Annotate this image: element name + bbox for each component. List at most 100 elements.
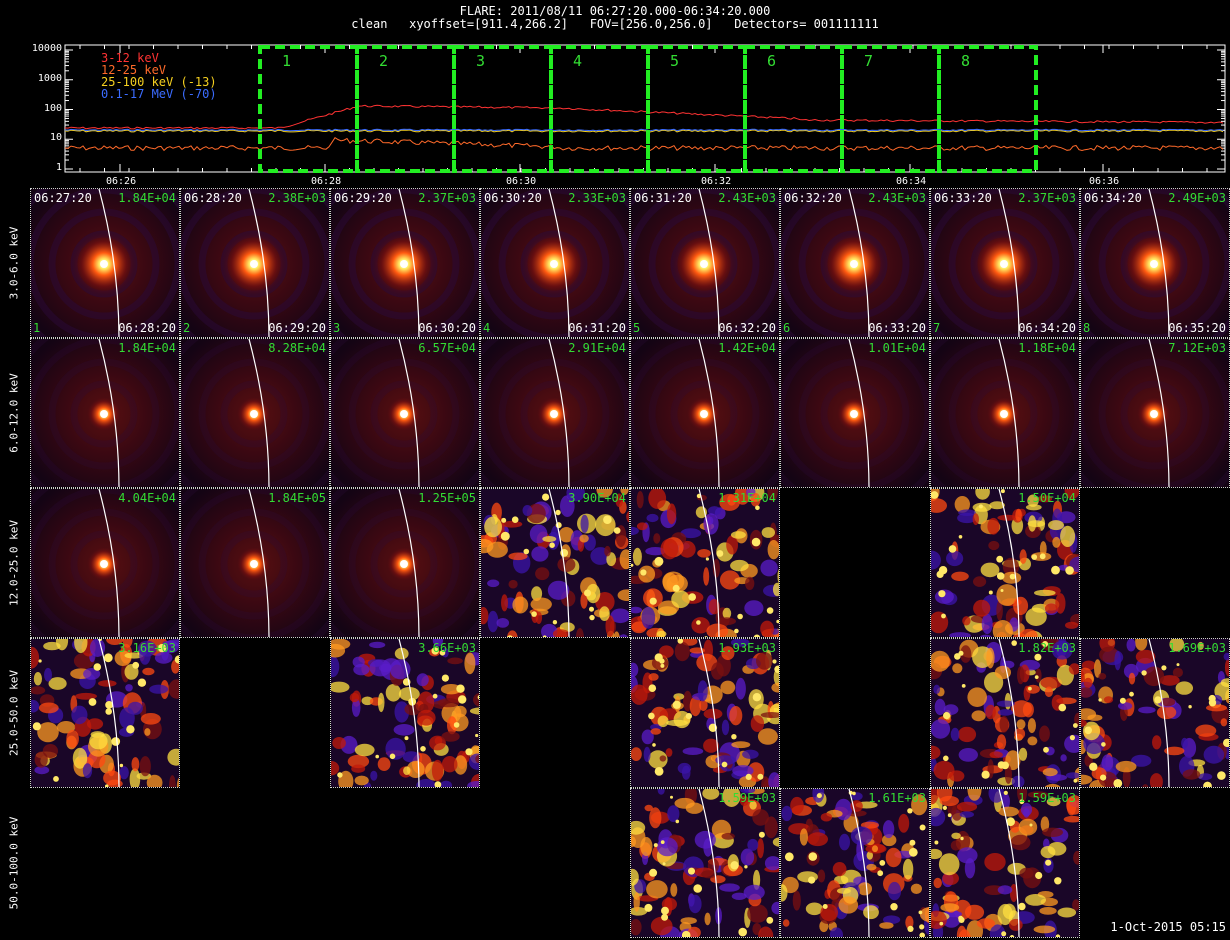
y-tick-label: 1000	[37, 72, 62, 84]
interval-index: 2	[183, 321, 191, 335]
image-panel: 4.04E+04	[30, 488, 180, 638]
interval-end-time: 06:33:20	[868, 321, 926, 335]
image-panel: 1.25E+05	[330, 488, 480, 638]
interval-start-time: 06:29:20	[334, 191, 392, 205]
interval-index: 6	[783, 321, 791, 335]
interval-label: 1	[282, 52, 292, 70]
energy-band-label: 25.0-50.0 keV	[7, 669, 21, 757]
peak-value: 1.84E+05	[268, 491, 326, 505]
peak-value: 7.12E+03	[1168, 341, 1226, 355]
image-panel: 1.59E+03	[630, 788, 780, 938]
peak-value: 6.57E+04	[418, 341, 476, 355]
image-panel: 1.93E+03	[630, 638, 780, 788]
image-panel: 1.84E+05	[180, 488, 330, 638]
interval-start-time: 06:30:20	[484, 191, 542, 205]
interval-label: 6	[767, 52, 777, 70]
plot-title: FLARE: 2011/08/11 06:27:20.000-06:34:20.…	[459, 4, 771, 18]
image-panel: 1.01E+04	[780, 338, 930, 488]
peak-value: 2.37E+03	[1018, 191, 1076, 205]
image-panel: 3.90E+04	[480, 488, 630, 638]
interval-start-time: 06:27:20	[34, 191, 92, 205]
timestamp: 1-Oct-2015 05:15	[1110, 920, 1226, 934]
peak-value: 3.16E+03	[118, 641, 176, 655]
image-panel: 1.61E+03	[780, 788, 930, 938]
peak-value: 2.43E+03	[868, 191, 926, 205]
image-panel: 1.18E+04	[930, 338, 1080, 488]
legend-entry: 12-25 keV	[101, 63, 167, 77]
interval-end-time: 06:30:20	[418, 321, 476, 335]
x-tick-label: 06:34	[896, 176, 927, 187]
peak-value: 1.93E+03	[718, 641, 776, 655]
interval-index: 7	[933, 321, 941, 335]
image-panel: 2.91E+04	[480, 338, 630, 488]
image-panel: 1.69E+03	[1080, 638, 1230, 788]
image-panel: 2.33E+03 06:30:20 06:31:20 4	[480, 188, 630, 338]
plot-subtitle: clean xyoffset=[911.4,266.2] FOV=[256.0,…	[351, 17, 879, 31]
legend-entry: 0.1-17 MeV (-70)	[101, 87, 217, 101]
x-tick-label: 06:32	[701, 176, 732, 187]
image-panel: 2.49E+03 06:34:20 06:35:20 8	[1080, 188, 1230, 338]
energy-band-label: 3.0-6.0 keV	[7, 226, 21, 300]
image-panel: 1.31E+04	[630, 488, 780, 638]
image-panel: 8.28E+04	[180, 338, 330, 488]
peak-value: 1.84E+04	[118, 341, 176, 355]
image-panel: 2.37E+03 06:29:20 06:30:20 3	[330, 188, 480, 338]
interval-label: 2	[379, 52, 389, 70]
interval-label: 7	[864, 52, 874, 70]
legend-entry: 3-12 keV	[101, 51, 159, 65]
interval-start-time: 06:34:20	[1084, 191, 1142, 205]
image-grid: 1.84E+04 06:27:20 06:28:20 1 2.38E+03 06:28:2…	[30, 188, 1230, 940]
interval-label: 8	[961, 52, 971, 70]
image-panel: 2.43E+03 06:31:20 06:32:20 5	[630, 188, 780, 338]
energy-band-label: 6.0-12.0 keV	[7, 373, 21, 453]
x-tick-label: 06:28	[311, 176, 342, 187]
image-panel: 1.84E+04	[30, 338, 180, 488]
image-panel: 1.59E+03	[930, 788, 1080, 938]
image-panel: 2.43E+03 06:32:20 06:33:20 6	[780, 188, 930, 338]
peak-value: 1.59E+03	[1018, 791, 1076, 805]
interval-end-time: 06:31:20	[568, 321, 626, 335]
peak-value: 2.37E+03	[418, 191, 476, 205]
energy-band-label: 50.0-100.0 keV	[7, 816, 21, 910]
interval-label: 3	[476, 52, 486, 70]
peak-value: 2.38E+03	[268, 191, 326, 205]
interval-index: 4	[483, 321, 491, 335]
peak-value: 1.31E+04	[718, 491, 776, 505]
peak-value: 2.33E+03	[568, 191, 626, 205]
interval-end-time: 06:28:20	[118, 321, 176, 335]
y-tick-label: 100	[43, 102, 62, 114]
peak-value: 1.42E+04	[718, 341, 776, 355]
image-panel: 1.82E+03	[930, 638, 1080, 788]
image-panel: 2.38E+03 06:28:20 06:29:20 2	[180, 188, 330, 338]
interval-end-time: 06:29:20	[268, 321, 326, 335]
interval-end-time: 06:35:20	[1168, 321, 1226, 335]
peak-value: 1.61E+03	[868, 791, 926, 805]
peak-value: 2.43E+03	[718, 191, 776, 205]
peak-value: 3.66E+03	[418, 641, 476, 655]
y-tick-label: 10000	[31, 43, 62, 54]
interval-label: 5	[670, 52, 680, 70]
peak-value: 1.69E+03	[1168, 641, 1226, 655]
interval-label: 4	[573, 52, 583, 70]
image-panel: 6.57E+04	[330, 338, 480, 488]
interval-end-time: 06:34:20	[1018, 321, 1076, 335]
image-panel: 1.42E+04	[630, 338, 780, 488]
image-panel: 1.50E+04	[930, 488, 1080, 638]
energy-band-label: 12.0-25.0 keV	[7, 519, 21, 607]
interval-start-time: 06:28:20	[184, 191, 242, 205]
peak-value: 1.50E+04	[1018, 491, 1076, 505]
image-panel: 1.84E+04 06:27:20 06:28:20 1	[30, 188, 180, 338]
interval-end-time: 06:32:20	[718, 321, 776, 335]
image-panel: 7.12E+03	[1080, 338, 1230, 488]
y-tick-label: 1	[55, 162, 62, 173]
peak-value: 1.84E+04	[118, 191, 176, 205]
peak-value: 2.91E+04	[568, 341, 626, 355]
peak-value: 1.25E+05	[418, 491, 476, 505]
x-tick-label: 06:30	[506, 176, 537, 187]
peak-value: 3.90E+04	[568, 491, 626, 505]
peak-value: 2.49E+03	[1168, 191, 1226, 205]
image-panel: 2.37E+03 06:33:20 06:34:20 7	[930, 188, 1080, 338]
interval-start-time: 06:31:20	[634, 191, 692, 205]
legend-entry: 25-100 keV (-13)	[101, 75, 217, 89]
interval-index: 1	[33, 321, 41, 335]
